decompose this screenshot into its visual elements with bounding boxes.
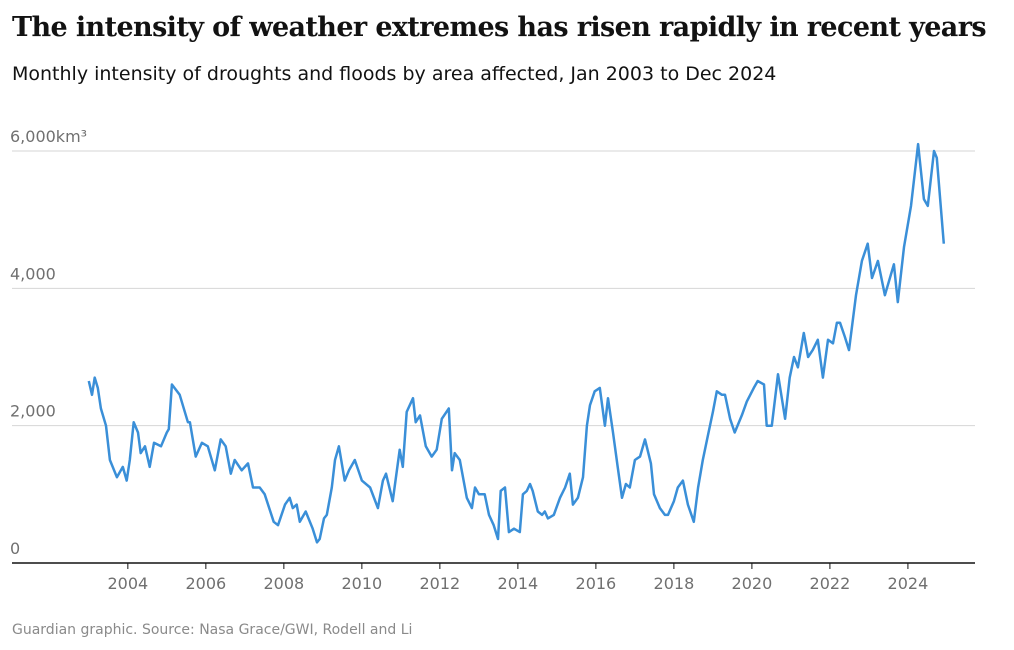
data-line [87,142,946,544]
x-tick-label: 2018 [654,574,695,593]
y-tick-label: 2,000 [10,402,56,421]
x-tick-label: 2022 [810,574,851,593]
y-tick-label: 4,000 [10,264,56,283]
chart-subtitle: Monthly intensity of droughts and floods… [12,63,776,85]
x-tick-label: 2016 [576,574,617,593]
x-tick-label: 2020 [732,574,773,593]
x-tick-label: 2024 [888,574,929,593]
y-tick-label: 0 [10,539,20,558]
x-tick-label: 2014 [498,574,539,593]
x-tick-label: 2004 [107,574,148,593]
x-tick-label: 2008 [263,574,304,593]
x-tick-label: 2010 [342,574,383,593]
x-tick-label: 2006 [185,574,226,593]
y-tick-label: 6,000km³ [10,127,87,146]
source: Guardian graphic. Source: Nasa Grace/GWI… [12,622,412,638]
chart-title: The intensity of weather extremes has ri… [12,12,986,43]
x-tick-label: 2012 [420,574,461,593]
